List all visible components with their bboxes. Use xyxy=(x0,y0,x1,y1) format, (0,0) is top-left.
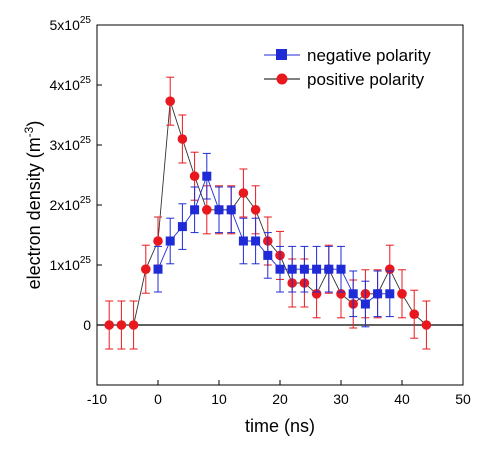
data-point-positive xyxy=(128,320,139,330)
data-point-positive xyxy=(116,320,127,330)
data-point-positive xyxy=(421,320,432,330)
data-point-negative xyxy=(373,289,383,299)
y-tick-label: 0 xyxy=(83,317,91,333)
data-point-positive xyxy=(311,289,322,299)
data-point-negative xyxy=(177,222,187,232)
y-axis-label-main: electron density (m xyxy=(24,137,44,289)
data-point-positive xyxy=(189,171,200,181)
series-layer xyxy=(104,76,432,350)
data-point-negative xyxy=(348,289,358,299)
data-point-negative xyxy=(360,299,370,309)
x-tick-label: 0 xyxy=(154,391,162,407)
data-point-negative xyxy=(324,264,334,274)
legend-item-positive: positive polarity xyxy=(264,70,425,89)
data-point-negative xyxy=(226,205,236,215)
x-axis-ticks: -10 0 10 20 30 40 50 xyxy=(87,380,471,407)
x-tick-label: 50 xyxy=(455,391,471,407)
y-axis-label: electron density (m-3) xyxy=(22,121,44,290)
data-point-positive xyxy=(202,205,212,215)
data-point-negative xyxy=(312,264,322,274)
data-point-negative xyxy=(275,264,285,274)
y-tick-label: 4x1025 xyxy=(50,75,92,93)
series-negative xyxy=(153,152,395,328)
series-line-negative xyxy=(157,174,390,305)
x-tick-label: 40 xyxy=(394,391,410,407)
data-point-negative xyxy=(214,205,224,215)
x-tick-label: 10 xyxy=(211,391,227,407)
data-point-negative xyxy=(190,205,200,215)
x-tick-label: 30 xyxy=(333,391,349,407)
legend-marker-circle xyxy=(276,73,288,85)
y-axis-label-close: ) xyxy=(24,121,44,127)
y-axis-ticks: 0 1x1025 2x1025 3x1025 4x1025 5x1025 xyxy=(50,15,102,333)
legend: negative polarity positive polarity xyxy=(264,46,431,89)
data-point-positive xyxy=(409,309,420,320)
x-tick-label: 20 xyxy=(272,391,288,407)
data-point-positive xyxy=(141,264,151,275)
data-point-negative xyxy=(238,236,248,246)
data-point-positive xyxy=(250,205,261,215)
y-tick-label: 3x1025 xyxy=(50,135,92,153)
data-point-positive xyxy=(238,188,249,198)
legend-marker-square xyxy=(276,49,287,60)
data-point-negative xyxy=(299,264,309,274)
data-point-negative xyxy=(202,171,212,181)
data-point-negative xyxy=(153,264,163,274)
legend-label-negative: negative polarity xyxy=(307,46,431,65)
legend-item-negative: negative polarity xyxy=(264,46,431,65)
data-point-positive xyxy=(336,289,346,299)
data-point-negative xyxy=(251,236,261,246)
data-point-negative xyxy=(287,264,297,274)
data-point-positive xyxy=(397,289,407,299)
y-tick-label: 5x1025 xyxy=(50,15,92,33)
data-point-negative xyxy=(165,236,175,246)
data-point-negative xyxy=(263,250,273,260)
data-point-negative xyxy=(385,289,395,299)
data-point-positive xyxy=(177,134,188,144)
data-point-positive xyxy=(385,264,395,275)
data-point-positive xyxy=(165,96,175,106)
y-tick-label: 1x1025 xyxy=(50,255,92,273)
legend-label-positive: positive polarity xyxy=(307,70,425,89)
y-axis-label-sup: -3 xyxy=(22,126,36,137)
data-point-positive xyxy=(153,236,163,246)
x-axis-label: time (ns) xyxy=(245,416,315,436)
y-tick-label: 2x1025 xyxy=(50,195,92,213)
data-point-positive xyxy=(104,320,114,330)
data-point-negative xyxy=(336,264,346,274)
x-tick-label: -10 xyxy=(87,391,107,407)
series-positive xyxy=(104,76,432,350)
